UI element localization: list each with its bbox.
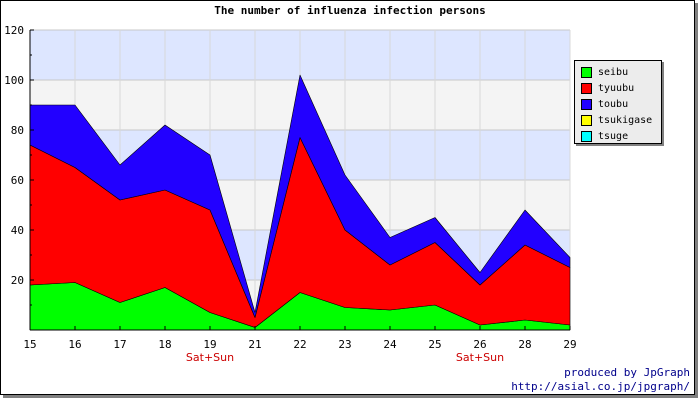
legend-label: tsukigase	[598, 114, 653, 126]
legend-swatch	[581, 114, 592, 126]
legend-item-toubu: toubu	[575, 96, 661, 112]
legend-label: seibu	[598, 66, 629, 78]
x-tick-label: 19	[203, 338, 216, 351]
y-tick-label: 80	[11, 124, 24, 137]
legend: seibu tyuubu toubu tsukigase tsuge	[574, 60, 662, 144]
area-series-toubu	[29, 74, 571, 318]
x-tick-label: 21	[248, 338, 261, 351]
legend-swatch	[581, 66, 592, 78]
y-tick-label: 100	[4, 74, 24, 87]
chart-title: The number of influenza infection person…	[214, 4, 486, 17]
legend-label: toubu	[598, 98, 629, 110]
legend-swatch	[581, 130, 592, 142]
y-tick-label: 60	[11, 174, 24, 187]
y-tick-label: 120	[4, 24, 24, 37]
x-tick-label: 25	[428, 338, 441, 351]
x-tick-label: 18	[158, 338, 171, 351]
legend-item-tsukigase: tsukigase	[575, 112, 661, 128]
x-tick-label: 15	[23, 338, 36, 351]
x-tick-label: 16	[68, 338, 81, 351]
x-tick-label: 24	[383, 338, 397, 351]
x-tick-sublabel: Sat+Sun	[186, 351, 234, 364]
legend-item-seibu: seibu	[575, 64, 661, 80]
legend-swatch	[581, 98, 592, 110]
credit-url[interactable]: http://asial.co.jp/jpgraph/	[511, 380, 690, 393]
y-tick-label: 40	[11, 224, 24, 237]
legend-swatch	[581, 82, 592, 94]
legend-item-tyuubu: tyuubu	[575, 80, 661, 96]
x-tick-label: 17	[113, 338, 126, 351]
x-tick-sublabel: Sat+Sun	[456, 351, 504, 364]
legend-item-tsuge: tsuge	[575, 128, 661, 144]
x-tick-label: 22	[293, 338, 306, 351]
legend-label: tyuubu	[598, 82, 635, 94]
x-tick-label: 28	[518, 338, 531, 351]
x-tick-label: 26	[473, 338, 486, 351]
credit-line: produced by JpGraph	[564, 366, 690, 379]
x-tick-label: 29	[563, 338, 576, 351]
legend-label: tsuge	[598, 130, 629, 142]
y-tick-label: 20	[11, 274, 24, 287]
x-tick-label: 23	[338, 338, 351, 351]
